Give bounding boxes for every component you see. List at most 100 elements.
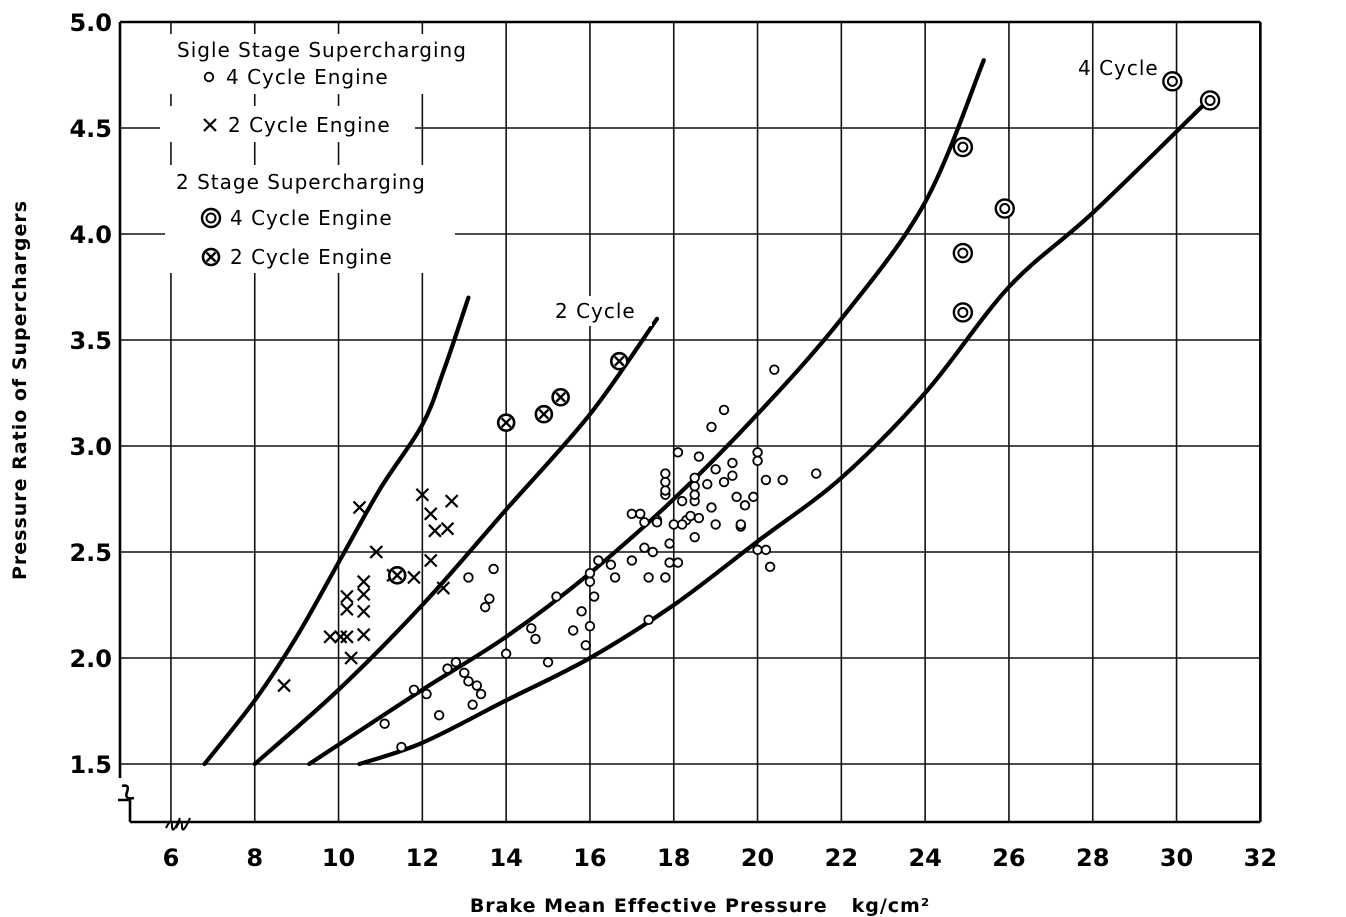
axes bbox=[118, 20, 1262, 831]
marker-ring bbox=[459, 667, 470, 679]
marker-cross bbox=[323, 630, 337, 644]
data-point-circle-5 bbox=[433, 710, 445, 721]
data-point-circle-65 bbox=[706, 502, 717, 513]
data-point-cross-1 bbox=[277, 678, 291, 693]
marker-ring bbox=[676, 519, 688, 530]
data-point-circle-79 bbox=[752, 544, 763, 556]
data-point-circle-20 bbox=[542, 657, 554, 668]
y-tick-label-4.5: 4.5 bbox=[69, 115, 112, 143]
marker-ring bbox=[664, 557, 675, 568]
marker-ring bbox=[710, 519, 721, 530]
x-tick-label-22: 22 bbox=[825, 844, 858, 872]
tick-labels: 6 8 10 12 14 16 18 20 22 24 26 28 30 32 1.5 2.0 2.5 3.0 3.… bbox=[69, 9, 1277, 872]
data-point-cross-10 bbox=[356, 604, 371, 619]
data-point-circle-58 bbox=[689, 489, 700, 500]
data-point-circle-50 bbox=[676, 519, 688, 530]
data-point-circle-62 bbox=[693, 512, 705, 524]
annotation-2-cycle: 2 Cycle bbox=[555, 299, 636, 323]
data-point-circle-34 bbox=[635, 508, 646, 520]
data-point-circle-1 bbox=[379, 718, 390, 729]
marker-ring bbox=[626, 555, 638, 566]
x-tick-label-18: 18 bbox=[657, 844, 690, 872]
marker-cross bbox=[428, 524, 442, 538]
data-point-circle-76 bbox=[748, 491, 759, 503]
marker-cross bbox=[340, 589, 354, 604]
data-point-double-circle-3 bbox=[952, 302, 974, 323]
marker-ring bbox=[739, 500, 751, 511]
data-point-cross-3 bbox=[333, 630, 348, 644]
marker-cross bbox=[436, 581, 451, 595]
x-axis-label: Brake Mean Effective Pressure kg/cm² bbox=[470, 895, 930, 917]
marker-ring bbox=[500, 648, 512, 659]
marker-outer-ring bbox=[952, 136, 974, 158]
data-point-circle-12 bbox=[475, 688, 487, 700]
data-point-cross-9 bbox=[356, 627, 371, 642]
data-point-circle-78 bbox=[752, 455, 763, 467]
marker-ring bbox=[752, 544, 763, 556]
y-tick-label-4.0: 4.0 bbox=[69, 221, 112, 249]
data-point-circle-67 bbox=[710, 519, 721, 530]
marker-ring bbox=[488, 563, 499, 575]
data-point-circle-66 bbox=[710, 464, 721, 475]
marker-ring bbox=[643, 572, 654, 583]
data-point-circle-23 bbox=[576, 606, 587, 617]
data-point-double-circle-4 bbox=[994, 198, 1015, 219]
curve-4 bbox=[357, 104, 1204, 767]
marker-cross bbox=[277, 678, 291, 693]
marker-ring bbox=[647, 546, 659, 558]
data-point-circle-59 bbox=[689, 481, 700, 492]
legend-markers bbox=[200, 71, 222, 267]
data-point-circle-77 bbox=[752, 447, 763, 458]
x-tick-label-14: 14 bbox=[489, 844, 522, 872]
marker-ring bbox=[693, 512, 705, 524]
marker-ring bbox=[752, 447, 763, 458]
data-point-circle-71 bbox=[727, 470, 738, 481]
marker-cross bbox=[356, 604, 371, 619]
marker-ring bbox=[727, 457, 738, 469]
x-tick-label-12: 12 bbox=[406, 844, 439, 872]
data-point-cross-2 bbox=[323, 630, 337, 644]
data-point-cross-20 bbox=[436, 581, 451, 595]
marker-cross bbox=[340, 602, 354, 617]
marker-ring bbox=[475, 688, 487, 700]
marker-ring bbox=[408, 684, 420, 696]
marker-ring bbox=[735, 519, 746, 530]
legend-marker-cross bbox=[203, 118, 217, 132]
marker-inner-ring bbox=[999, 203, 1011, 215]
marker-ring bbox=[710, 464, 721, 475]
marker-cross bbox=[352, 500, 367, 515]
data-point-circle-82 bbox=[764, 561, 776, 573]
data-point-cross-18 bbox=[423, 553, 438, 568]
marker-ring bbox=[643, 614, 654, 626]
legend-label-circle-cross: 2 Cycle Engine bbox=[230, 245, 393, 269]
data-point-circle-28 bbox=[584, 568, 596, 579]
data-point-circle-83 bbox=[769, 364, 780, 375]
marker-ring bbox=[396, 741, 407, 753]
marker-ring bbox=[379, 718, 390, 729]
data-point-circle-44 bbox=[664, 557, 675, 568]
marker-ring bbox=[593, 555, 604, 566]
data-point-circle-2 bbox=[396, 741, 407, 753]
y-tick-label-1.5: 1.5 bbox=[69, 751, 112, 779]
marker-ring bbox=[635, 508, 646, 520]
data-point-circle-36 bbox=[639, 542, 650, 553]
data-point-circle-35 bbox=[639, 517, 650, 528]
data-point-circle-47 bbox=[676, 495, 688, 507]
x-axis-unit: kg/cm² bbox=[852, 895, 931, 917]
data-point-circle-80 bbox=[760, 544, 772, 556]
legend-marker-circle-cross bbox=[201, 247, 221, 267]
marker-ring bbox=[576, 606, 587, 617]
data-point-circle-81 bbox=[760, 474, 772, 486]
data-point-circle-54 bbox=[660, 485, 671, 496]
x-tick-label-20: 20 bbox=[741, 844, 774, 872]
data-point-cross-8 bbox=[352, 500, 367, 515]
data-point-circle-45 bbox=[668, 519, 679, 530]
marker-ring bbox=[203, 71, 215, 83]
data-point-double-circle-6 bbox=[1199, 90, 1221, 111]
marker-outer-ring bbox=[952, 302, 974, 323]
x-tick-label-8: 8 bbox=[246, 844, 263, 872]
legend-marker-double-circle bbox=[200, 207, 222, 229]
marker-ring bbox=[660, 572, 671, 583]
data-point-circle-56 bbox=[689, 531, 700, 543]
